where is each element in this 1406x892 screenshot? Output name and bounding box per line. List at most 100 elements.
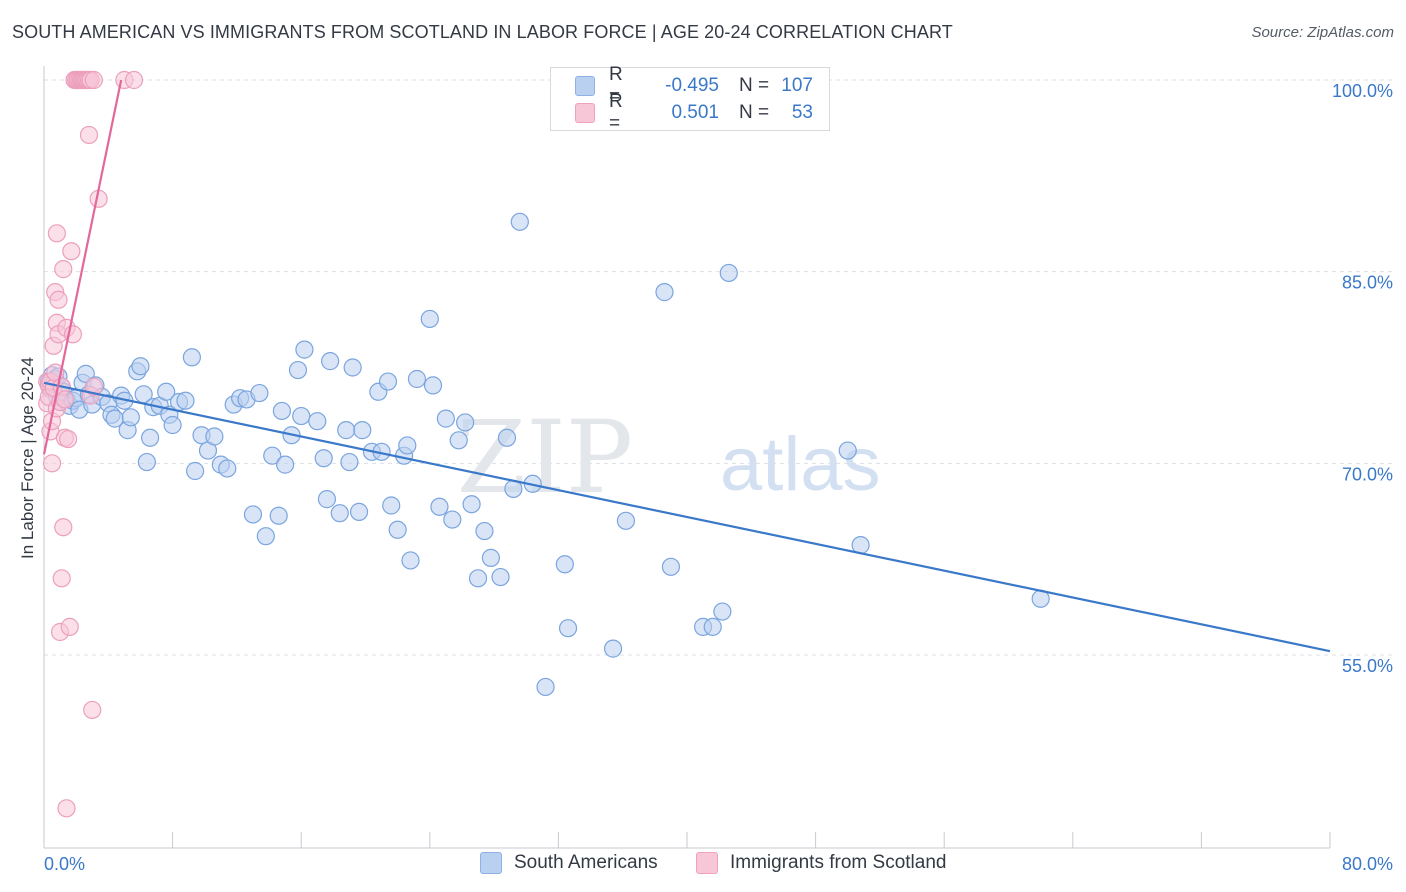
stats-legend: R = -0.495 N = 107 R = 0.501 N = 53	[550, 64, 830, 134]
legend-n-label: N =	[739, 102, 770, 123]
data-point	[436, 409, 455, 428]
chart-title: SOUTH AMERICAN VS IMMIGRANTS FROM SCOTLA…	[12, 22, 953, 42]
data-point	[54, 518, 73, 537]
data-point	[55, 390, 74, 409]
legend-row-scotland: R = 0.501 N = 53	[575, 91, 813, 134]
data-point	[49, 290, 68, 309]
data-point	[272, 401, 292, 421]
data-point	[276, 455, 295, 474]
data-point	[243, 505, 263, 524]
data-point	[423, 376, 443, 395]
data-point	[719, 263, 738, 283]
y-tick-label: 100.0%	[1332, 81, 1393, 101]
data-point	[317, 490, 337, 509]
data-point	[555, 555, 574, 574]
data-point	[558, 619, 578, 638]
data-point	[83, 700, 102, 720]
data-point	[713, 602, 732, 621]
data-point	[330, 504, 349, 523]
data-point	[140, 428, 160, 447]
legend-swatch-blue	[575, 76, 595, 96]
data-point	[314, 449, 333, 468]
data-point	[269, 506, 288, 525]
data-point	[131, 357, 150, 376]
data-point	[349, 502, 369, 521]
legend-item-south-americans: South Americans	[480, 852, 658, 874]
legend-item-scotland: Immigrants from Scotland	[696, 852, 946, 874]
data-point	[124, 70, 144, 90]
data-point	[510, 212, 529, 231]
data-point	[449, 431, 468, 450]
data-point	[62, 242, 81, 261]
watermark: ZIP atlas	[457, 399, 881, 516]
axes	[43, 66, 1331, 849]
data-point	[59, 429, 78, 449]
x-tick-label-max: 80.0%	[1342, 854, 1393, 874]
data-point	[263, 446, 282, 465]
trend-line	[42, 79, 123, 455]
legend-swatch-blue	[480, 852, 502, 874]
legend-n-value: 53	[791, 102, 813, 123]
gridlines	[44, 79, 1393, 656]
data-point	[497, 428, 517, 447]
data-point	[84, 70, 103, 90]
svg-text:atlas: atlas	[720, 422, 881, 507]
data-point	[54, 260, 73, 279]
data-point	[343, 358, 362, 377]
legend-row-south-americans: R = -0.495 N = 107	[575, 64, 813, 107]
source-label: Source: ZipAtlas.com	[1251, 24, 1394, 41]
data-point	[388, 520, 407, 539]
data-point	[430, 497, 449, 516]
data-point	[655, 283, 674, 302]
legend-r-label: R =	[609, 91, 623, 134]
legend-r-value: -0.495	[665, 75, 719, 96]
y-tick-label: 85.0%	[1342, 273, 1393, 293]
data-point	[52, 569, 71, 588]
data-point	[661, 557, 681, 576]
data-point	[703, 617, 722, 636]
legend-swatch-pink	[696, 852, 718, 874]
data-point	[382, 496, 401, 515]
svg-text:ZIP: ZIP	[457, 399, 633, 516]
data-point	[182, 348, 201, 367]
legend-n-value: 107	[781, 75, 813, 96]
data-point	[337, 421, 356, 440]
data-point	[163, 415, 182, 435]
legend-swatch-pink	[575, 103, 595, 123]
data-point	[176, 391, 195, 410]
data-point	[443, 510, 462, 529]
data-point	[378, 372, 398, 391]
series-legend: South Americans Immigrants from Scotland	[0, 852, 1406, 878]
data-point	[84, 377, 103, 396]
legend-r-value: 0.501	[671, 102, 719, 123]
data-point	[157, 382, 176, 401]
data-point	[137, 452, 156, 472]
data-point	[468, 569, 488, 588]
legend-n-label: N =	[739, 75, 770, 96]
data-point	[340, 452, 359, 472]
data-point	[205, 427, 224, 446]
data-point	[57, 799, 76, 818]
data-point	[401, 551, 420, 570]
data-point	[60, 617, 79, 636]
data-point	[256, 527, 275, 546]
legend-label-south-americans: South Americans	[514, 852, 658, 873]
data-point	[398, 436, 417, 455]
data-point	[321, 352, 340, 371]
data-point	[288, 360, 308, 380]
y-tick-label: 55.0%	[1342, 656, 1393, 676]
data-point	[292, 406, 311, 426]
trend-lines	[42, 79, 1331, 653]
data-point	[47, 224, 66, 243]
data-point	[616, 511, 636, 530]
data-point	[603, 639, 623, 658]
data-point	[481, 548, 500, 567]
data-point	[295, 340, 314, 359]
y-tick-labels: 100.0% 85.0% 70.0% 55.0%	[1332, 81, 1393, 676]
legend-r-label: R =	[609, 64, 623, 107]
data-point	[218, 459, 237, 478]
data-point	[42, 454, 62, 473]
data-point	[475, 521, 494, 541]
data-point	[420, 309, 439, 329]
